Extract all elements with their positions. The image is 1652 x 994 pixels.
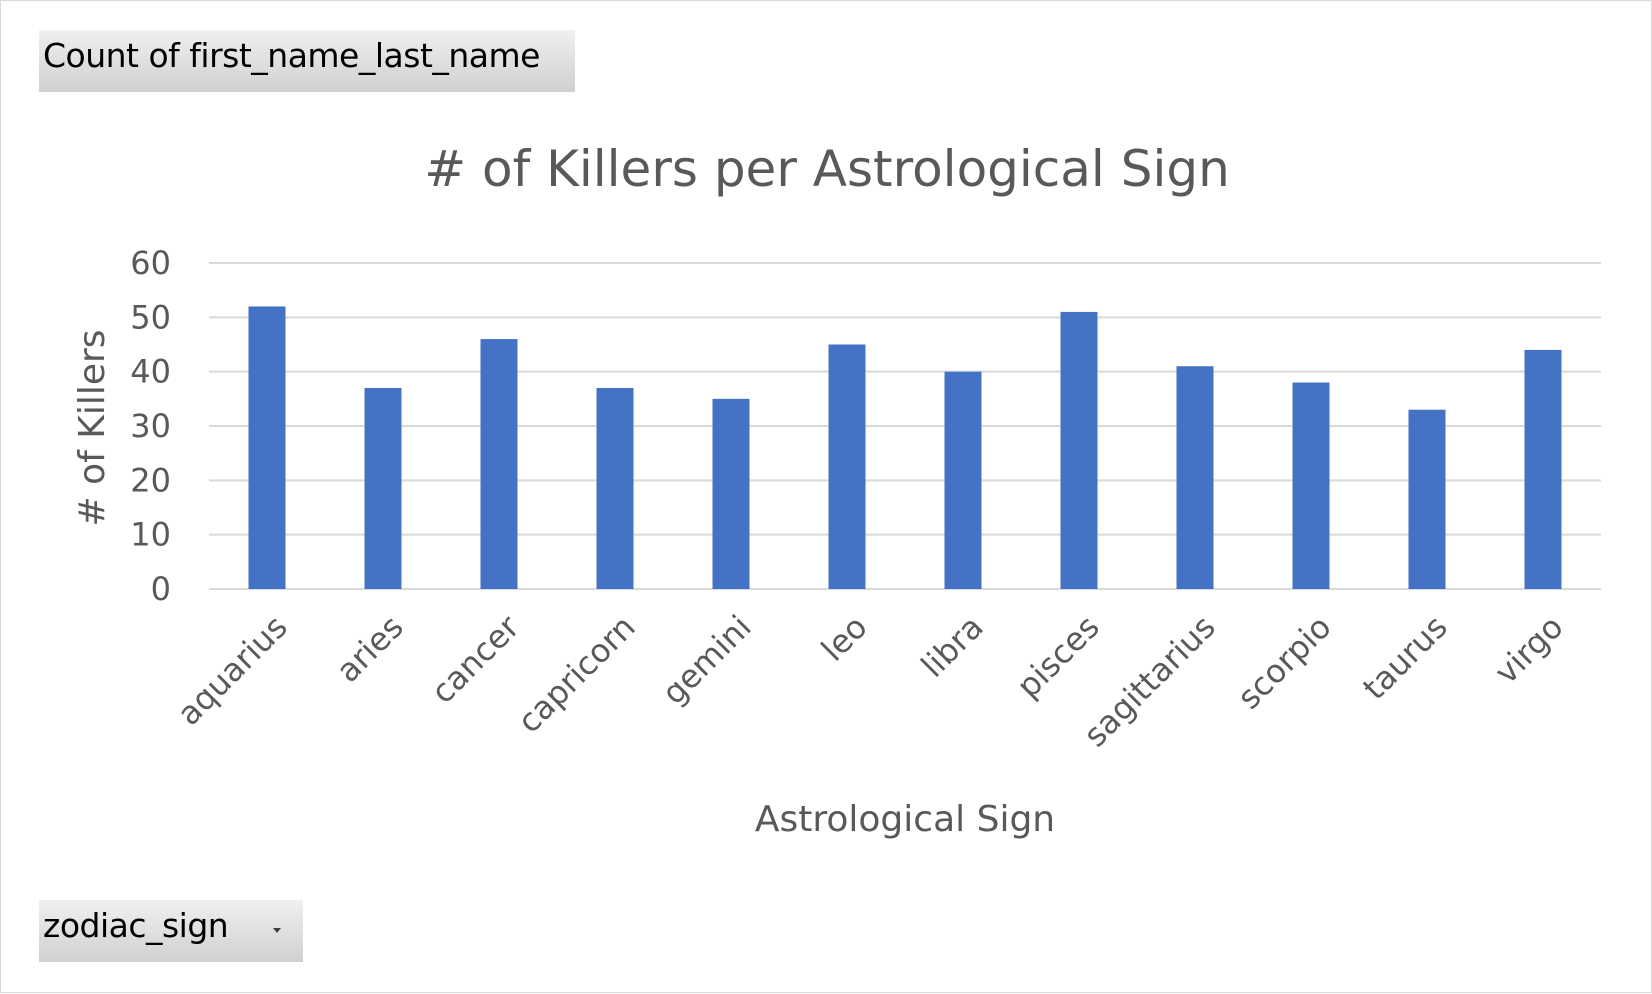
bar-virgo[interactable] bbox=[1524, 349, 1562, 589]
x-tick-label: libra bbox=[914, 608, 991, 685]
bar-cancer[interactable] bbox=[480, 339, 518, 589]
bar-leo[interactable] bbox=[828, 344, 866, 590]
x-tick-label: scorpio bbox=[1230, 608, 1339, 717]
x-tick-label: virgo bbox=[1487, 608, 1571, 692]
y-tick-label: 30 bbox=[130, 407, 171, 445]
x-tick-label: aquarius bbox=[170, 608, 295, 733]
y-tick-label: 20 bbox=[130, 461, 171, 499]
x-tick-label: aries bbox=[329, 608, 411, 690]
value-field-label: Count of first_name_last_name bbox=[43, 36, 540, 75]
bar-scorpio[interactable] bbox=[1292, 382, 1330, 589]
gridlines bbox=[209, 262, 1601, 590]
y-tick-label: 40 bbox=[130, 353, 171, 391]
y-tick-label: 10 bbox=[130, 516, 171, 554]
y-tick-label: 60 bbox=[130, 244, 171, 282]
x-tick-label: cancer bbox=[423, 607, 527, 711]
chart-title: # of Killers per Astrological Sign bbox=[424, 140, 1230, 198]
x-tick-label: taurus bbox=[1355, 608, 1454, 707]
x-tick-label: leo bbox=[814, 608, 875, 669]
x-tick-label: capricorn bbox=[510, 608, 643, 741]
bars bbox=[248, 306, 1562, 590]
bar-gemini[interactable] bbox=[712, 398, 750, 589]
x-tick-label: gemini bbox=[655, 608, 759, 712]
bar-libra[interactable] bbox=[944, 371, 982, 589]
y-tick-label: 0 bbox=[151, 570, 171, 608]
bar-taurus[interactable] bbox=[1408, 409, 1446, 589]
bar-aquarius[interactable] bbox=[248, 306, 286, 589]
bar-capricorn[interactable] bbox=[596, 387, 634, 589]
x-axis-title: Astrological Sign bbox=[755, 799, 1055, 840]
y-axis-title: # of Killers bbox=[72, 329, 113, 526]
bar-aries[interactable] bbox=[364, 387, 402, 589]
bar-sagittarius[interactable] bbox=[1176, 366, 1214, 589]
axis-field-button[interactable]: zodiac_sign bbox=[39, 900, 303, 962]
bar-pisces[interactable] bbox=[1060, 311, 1098, 589]
y-tick-label: 50 bbox=[130, 298, 171, 336]
dropdown-arrow-icon[interactable] bbox=[273, 928, 281, 933]
x-tick-label: pisces bbox=[1009, 608, 1106, 705]
value-field-button[interactable]: Count of first_name_last_name bbox=[39, 30, 575, 92]
axis-field-label: zodiac_sign bbox=[43, 906, 229, 945]
y-tick-labels: 0 10 20 30 40 50 60 bbox=[130, 244, 171, 608]
